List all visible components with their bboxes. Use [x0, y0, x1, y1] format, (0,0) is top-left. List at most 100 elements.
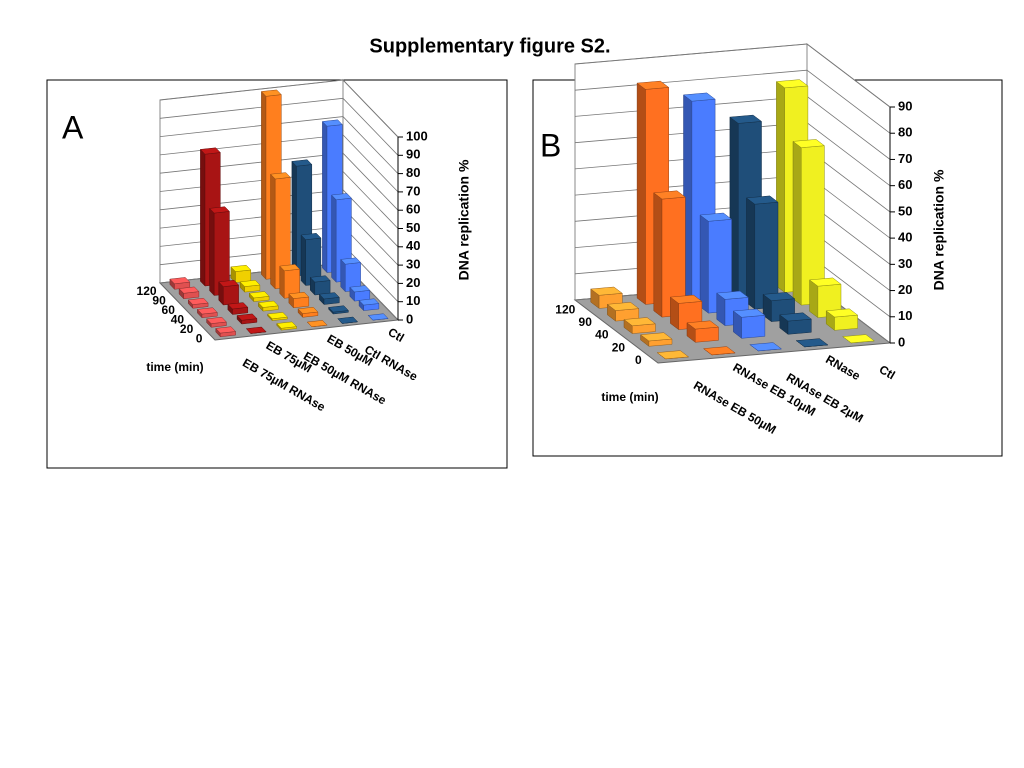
bar: [825, 308, 859, 331]
bar: [842, 334, 875, 344]
bar: [653, 190, 686, 318]
bar-top: [187, 297, 209, 305]
bar-top: [230, 264, 252, 272]
bar-top: [257, 300, 279, 308]
z-tick-label: 60: [162, 303, 176, 317]
bar-top: [653, 190, 686, 200]
y-tick-label: 70: [406, 183, 420, 198]
z-tick-label: 120: [555, 302, 575, 316]
bar: [606, 302, 640, 322]
bar: [215, 326, 237, 338]
bar: [196, 307, 218, 319]
y-tick-label: 80: [898, 125, 912, 140]
bar-top: [349, 285, 371, 293]
bar: [682, 92, 716, 301]
panel-frame: [46, 79, 508, 469]
bar-top: [656, 350, 690, 360]
y-tick-label: 100: [406, 128, 428, 143]
grid-line: [159, 116, 399, 174]
bar-top: [218, 279, 240, 287]
bar-top: [842, 334, 875, 344]
bar-top: [825, 308, 859, 318]
bar: [236, 313, 258, 325]
bar: [318, 292, 340, 306]
bar-front: [314, 280, 331, 296]
bar-side: [322, 120, 328, 274]
bar: [230, 264, 252, 284]
bar-top: [206, 316, 227, 324]
z-axis-label: time (min): [146, 360, 203, 374]
grid-line: [159, 152, 399, 211]
bar: [239, 279, 261, 293]
grid-line: [159, 189, 399, 248]
bar: [749, 342, 783, 352]
bar-side: [209, 207, 215, 297]
z-tick-label: 90: [152, 293, 166, 307]
bar-top: [699, 212, 733, 222]
y-tick-label: 20: [898, 282, 912, 297]
figure-title: Supplementary figure S2.: [369, 35, 610, 57]
panel-letter: B: [540, 127, 561, 163]
panel-letter: A: [62, 109, 84, 145]
bar: [792, 139, 826, 306]
bar: [306, 320, 328, 328]
bar: [639, 332, 673, 347]
z-tick-label: 40: [595, 328, 609, 342]
z-tick-label: 20: [180, 322, 194, 336]
bar-side: [636, 82, 646, 305]
bar: [218, 279, 240, 306]
bar-top: [288, 291, 310, 299]
bar: [297, 306, 319, 318]
bar: [257, 300, 279, 312]
y-axis-label: DNA replication %: [931, 169, 947, 290]
bar-side: [340, 258, 346, 293]
bar-top: [300, 233, 322, 240]
y-tick-label: 40: [898, 230, 912, 245]
y-tick-label: 10: [406, 293, 420, 308]
y-tick-label: 30: [406, 257, 420, 272]
bar-side: [746, 197, 756, 310]
bar-top: [745, 195, 779, 205]
bar-front: [695, 326, 719, 343]
bar-top: [669, 294, 703, 304]
bar-top: [792, 139, 826, 148]
bar-top: [686, 320, 720, 330]
bar-front: [741, 315, 766, 339]
bar-top: [321, 119, 343, 127]
bar: [267, 312, 288, 322]
bar-side: [270, 173, 276, 290]
bar: [279, 264, 301, 299]
y-tick-label: 10: [898, 308, 912, 323]
bar-top: [779, 312, 812, 322]
bar-top: [236, 313, 258, 321]
z-tick-label: 0: [196, 331, 203, 345]
bar: [270, 172, 291, 290]
y-tick-label: 60: [898, 177, 912, 192]
bar-top: [682, 92, 716, 102]
bar: [367, 313, 389, 321]
bar-top: [606, 302, 640, 311]
bar-top: [358, 298, 380, 306]
bar-top: [270, 172, 291, 180]
bar-top: [276, 321, 298, 329]
z-tick-label: 0: [635, 353, 642, 367]
y-tick-label: 80: [406, 165, 420, 180]
z-tick-label: 90: [579, 315, 593, 329]
z-tick-label: 120: [137, 284, 157, 298]
bar-top: [260, 89, 282, 97]
bar: [276, 321, 298, 331]
y-axis-label: DNA replication %: [456, 159, 472, 280]
y-tick-label: 50: [406, 220, 420, 235]
y-tick-label: 40: [406, 238, 420, 253]
bar: [178, 286, 200, 300]
bar-top: [291, 159, 313, 167]
bar-side: [261, 90, 267, 280]
bar-top: [279, 264, 301, 272]
bar-top: [209, 206, 230, 214]
bar: [206, 316, 227, 328]
bar-front: [787, 318, 812, 335]
bar-top: [328, 305, 349, 313]
bar-top: [590, 286, 623, 296]
bar-side: [279, 265, 285, 299]
bar-top: [309, 275, 331, 283]
